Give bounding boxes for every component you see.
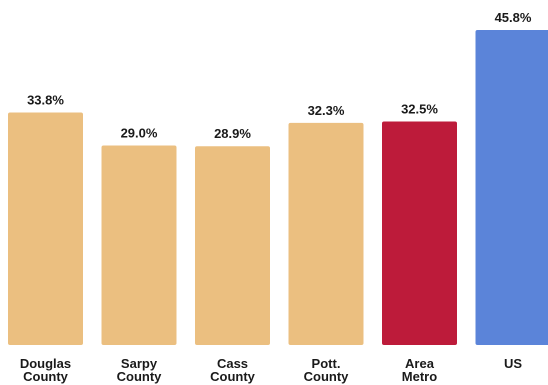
category-label-line: County	[304, 369, 350, 384]
category-label-line: Area	[405, 356, 435, 371]
category-label-line: US	[504, 356, 522, 371]
category-label-line: Cass	[217, 356, 248, 371]
bar	[101, 145, 177, 345]
data-label: 28.9%	[214, 126, 251, 141]
category-label: US	[504, 356, 522, 371]
category-label-line: Douglas	[20, 356, 71, 371]
data-label: 32.5%	[401, 101, 438, 116]
data-label: 32.3%	[308, 103, 345, 118]
category-label-line: Metro	[402, 369, 437, 384]
bar	[382, 121, 457, 345]
data-label: 33.8%	[27, 93, 64, 108]
category-label: Douglas County	[20, 356, 71, 384]
category-label-line: County	[117, 369, 163, 384]
data-label: 29.0%	[121, 126, 158, 141]
bar-group: 45.8% US	[475, 10, 548, 371]
category-label: Sarpy County	[117, 356, 163, 384]
category-label: Cass County	[210, 356, 256, 384]
category-label: Area Metro	[402, 356, 437, 384]
bar-group: 32.3% Pott. County	[288, 103, 364, 384]
data-label: 45.8%	[495, 10, 532, 25]
category-label-line: Sarpy	[121, 356, 158, 371]
bar-group: 33.8% Douglas County	[8, 93, 83, 384]
bar-group: 28.9% Cass County	[195, 126, 270, 384]
category-label-line: County	[210, 369, 256, 384]
bar	[475, 30, 548, 345]
bar-group: 29.0% Sarpy County	[101, 126, 177, 384]
bar-group: 32.5% Area Metro	[382, 101, 457, 384]
category-label-line: County	[23, 369, 69, 384]
category-label-line: Pott.	[312, 356, 341, 371]
bar	[195, 146, 270, 345]
bar	[288, 122, 364, 346]
bar	[8, 112, 83, 346]
category-label: Pott. County	[304, 356, 350, 384]
